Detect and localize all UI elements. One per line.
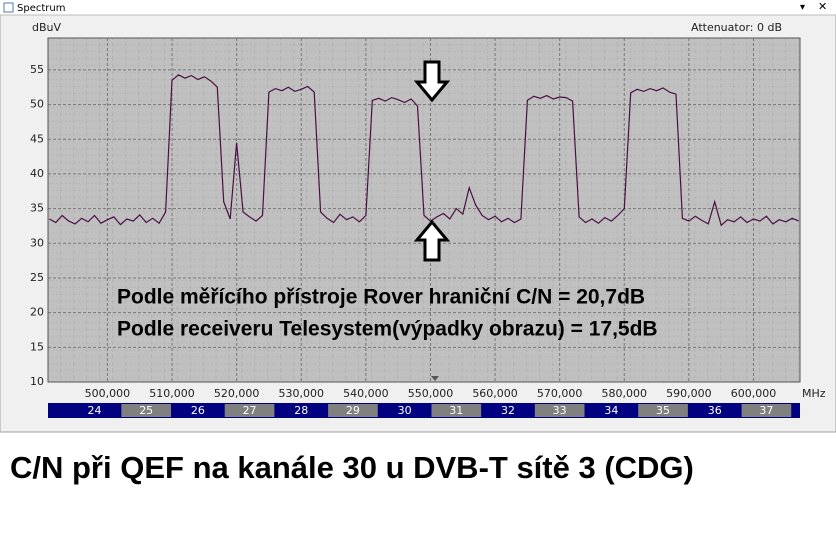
down-arrow — [413, 60, 451, 103]
plot-border — [47, 37, 801, 383]
annotation: Podle receiveru Telesystem(výpadky obraz… — [117, 318, 658, 341]
channel-label: 32 — [501, 404, 515, 417]
x-tick-label: 520,000 — [214, 387, 260, 400]
channel-box — [328, 404, 378, 417]
channel-box — [276, 404, 327, 417]
channel-box — [689, 404, 740, 417]
caption: C/N při QEF na kanále 30 u DVB-T sítě 3 … — [10, 450, 694, 485]
channel-label: 26 — [191, 404, 205, 417]
channel-label: 31 — [449, 404, 463, 417]
x-tick-label: 560,000 — [472, 387, 518, 400]
channel-label: 35 — [656, 404, 670, 417]
dropdown-button[interactable]: ▾ — [800, 2, 805, 13]
y-tick-label: 15 — [30, 340, 44, 353]
channel-box — [741, 404, 792, 417]
y-tick-label: 20 — [30, 306, 44, 319]
channel-label: 24 — [88, 404, 102, 417]
x-tick-label: 530,000 — [279, 387, 325, 400]
x-tick-label: 500,000 — [85, 387, 131, 400]
channel-box — [224, 404, 275, 417]
channel-label: 25 — [139, 404, 153, 417]
y-tick-label: 30 — [30, 236, 44, 249]
y-tick-label: 50 — [30, 98, 44, 111]
y-tick-label: 45 — [30, 132, 44, 145]
y-tick-label: 25 — [30, 271, 44, 284]
y-axis-label: dBuV — [32, 21, 62, 34]
close-button[interactable]: ✕ — [818, 0, 827, 13]
channel-box — [534, 404, 585, 417]
channel-label: 29 — [346, 404, 360, 417]
y-tick-label: 55 — [30, 63, 44, 76]
channel-box — [121, 404, 172, 417]
marks — [49, 74, 799, 227]
annotation: Podle měřícího přístroje Rover hraniční … — [117, 286, 645, 309]
marker — [431, 376, 439, 381]
channel-box — [431, 404, 482, 417]
channel-label: 37 — [759, 404, 773, 417]
channel-label: 33 — [553, 404, 567, 417]
channel-label: 36 — [708, 404, 722, 417]
x-tick-label: 590,000 — [666, 387, 712, 400]
x-tick-label: 580,000 — [602, 387, 648, 400]
channel-box — [379, 404, 430, 417]
y-tick-label: 35 — [30, 202, 44, 215]
channel-bar: 24 25 26 27 28 29 30 31 32 33 34 35 36 37 — [48, 403, 800, 418]
x-tick-label: 540,000 — [343, 387, 389, 400]
channel-label: 34 — [604, 404, 618, 417]
channel-box — [586, 404, 637, 417]
channel-label: 27 — [243, 404, 257, 417]
attenuator: Attenuator: 0 dB — [691, 21, 782, 34]
window-icon — [3, 2, 14, 13]
x-tick-label: 600,000 — [731, 387, 777, 400]
x-tick-label: 570,000 — [537, 387, 583, 400]
up-arrow — [413, 219, 451, 262]
title-bar — [0, 0, 836, 15]
channel-label: 30 — [398, 404, 412, 417]
channel-box — [638, 404, 688, 417]
y-tick-label: 40 — [30, 167, 44, 180]
x-unit: MHz — [802, 387, 826, 400]
y-tick-label: 10 — [30, 375, 44, 388]
channel-box — [69, 404, 120, 417]
channel-label: 28 — [294, 404, 308, 417]
spectrum-line — [49, 74, 799, 227]
window-title: Spectrum — [17, 3, 65, 14]
channel-box — [173, 404, 223, 417]
channel-box — [483, 404, 533, 417]
x-tick-label: 550,000 — [408, 387, 454, 400]
x-tick-label: 510,000 — [149, 387, 195, 400]
